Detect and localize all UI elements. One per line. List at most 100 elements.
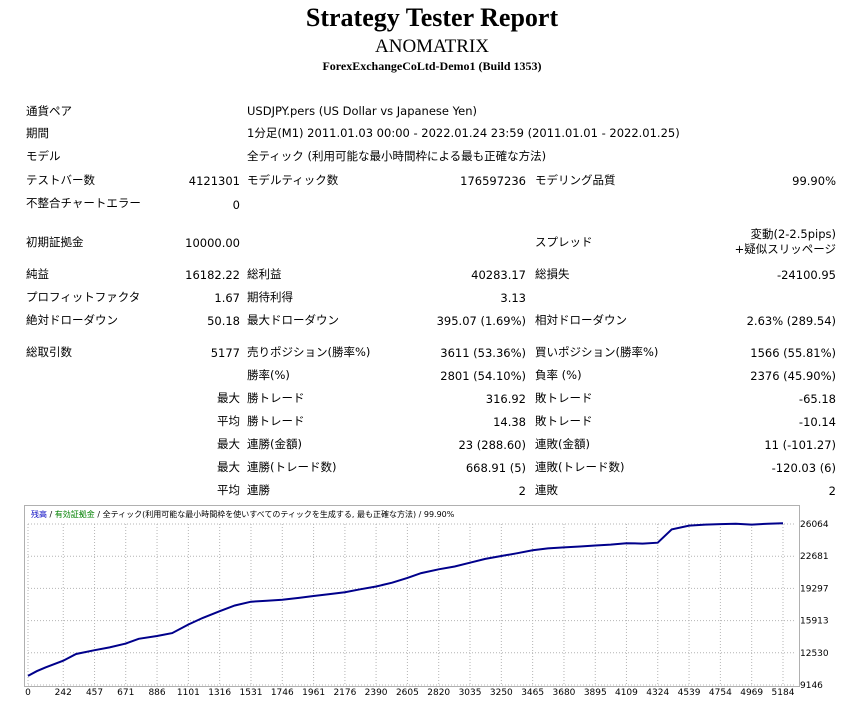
largest-profit-value: 316.92 [485,392,526,406]
maximal-consecutive-prefix: 最大 [217,460,240,474]
x-tick-label: 5184 [772,688,795,698]
profit-factor-value: 1.67 [214,291,240,305]
errors-label: 不整合チャートエラー [26,196,141,210]
x-tick-label: 886 [148,688,165,698]
symbol-value: USDJPY.pers (US Dollar vs Japanese Yen) [247,104,477,118]
y-tick-label: 12530 [800,649,829,659]
average-prefix: 平均 [217,414,240,428]
long-positions-value: 1566 (55.81%) [750,346,836,360]
y-tick-label: 22681 [800,552,829,562]
y-tick-label: 26064 [800,520,829,530]
largest-loss-value: -65.18 [798,392,836,406]
quality-value: 99.90% [792,174,836,188]
average-profit-value: 14.38 [493,415,526,429]
gross-loss-value: -24100.95 [776,268,836,282]
maximal-consecutive-profit-value: 668.91 (5) [465,461,526,475]
average-loss-label: 敗トレード [535,414,593,428]
loss-trades-value: 2376 (45.90%) [750,369,836,383]
x-tick-label: 2390 [365,688,388,698]
period-value: 1分足(M1) 2011.01.03 00:00 - 2022.01.24 23… [247,126,680,140]
max-consecutive-wins-label: 連勝(金額) [247,437,302,451]
max-consecutive-wins-value: 23 (288.60) [458,438,526,452]
expected-payoff-label: 期待利得 [247,290,293,304]
legend-description: 全ティック(利用可能な最小時間枠を使いすべてのティックを生成する, 最も正確な方… [102,510,455,519]
expected-payoff-value: 3.13 [500,291,526,305]
legend-balance: 残高 [31,510,47,519]
average-consecutive-wins-value: 2 [518,484,526,498]
x-tick-label: 0 [25,688,31,698]
average-consecutive-wins-label: 連勝 [247,483,270,497]
x-tick-label: 2820 [427,688,450,698]
balance-chart: 残高 / 有効証拠金 / 全ティック(利用可能な最小時間枠を使いすべてのティック… [24,505,800,687]
largest-profit-label: 勝トレード [247,391,305,405]
chart-legend: 残高 / 有効証拠金 / 全ティック(利用可能な最小時間枠を使いすべてのティック… [31,510,455,519]
x-tick-label: 4754 [709,688,732,698]
profit-trades-label: 勝率(%) [247,368,290,382]
x-tick-label: 3250 [490,688,513,698]
relative-drawdown-value: 2.63% (289.54) [746,314,836,328]
y-tick-label: 9146 [800,681,823,691]
absolute-drawdown-value: 50.18 [207,314,240,328]
expert-name: ANOMATRIX [375,36,489,57]
average-consecutive-losses-label: 連敗 [535,483,558,497]
largest-loss-label: 敗トレード [535,391,593,405]
total-trades-value: 5177 [210,346,240,360]
ticks-value: 176597236 [460,174,526,188]
max-consecutive-prefix: 最大 [217,437,240,451]
x-tick-label: 3465 [521,688,544,698]
maximal-drawdown-label: 最大ドローダウン [247,313,339,327]
errors-value: 0 [232,198,240,212]
x-tick-label: 1316 [208,688,231,698]
x-tick-label: 1531 [240,688,263,698]
profit-factor-label: プロフィットファクタ [26,290,141,304]
x-tick-label: 4109 [615,688,638,698]
short-positions-value: 3611 (53.36%) [440,346,526,360]
gross-profit-label: 総利益 [247,267,282,281]
x-tick-label: 1746 [271,688,294,698]
x-tick-label: 671 [117,688,134,698]
x-tick-label: 1101 [177,688,200,698]
deposit-value: 10000.00 [185,236,240,250]
x-tick-label: 1961 [302,688,325,698]
net-profit-value: 16182.22 [185,268,240,282]
model-label: モデル [26,149,61,163]
symbol-label: 通貨ペア [26,104,72,118]
relative-drawdown-label: 相対ドローダウン [535,313,627,327]
account-info: ForexExchangeCoLtd-Demo1 (Build 1353) [322,59,542,73]
x-tick-label: 457 [86,688,103,698]
spread-value-line2: +疑似スリッページ [734,242,836,256]
loss-trades-label: 負率 (%) [535,368,582,382]
maximal-consecutive-loss-value: -120.03 (6) [771,461,836,475]
max-consecutive-losses-value: 11 (-101.27) [764,438,836,452]
quality-label: モデリング品質 [535,173,616,187]
legend-equity: 有効証拠金 [54,510,95,519]
average-loss-value: -10.14 [798,415,836,429]
x-tick-label: 2176 [333,688,356,698]
x-tick-label: 4539 [678,688,701,698]
x-tick-label: 242 [55,688,72,698]
net-profit-label: 純益 [26,267,49,281]
long-positions-label: 買いポジション(勝率%) [535,345,659,359]
gross-profit-value: 40283.17 [471,268,526,282]
x-tick-label: 4969 [740,688,763,698]
gross-loss-label: 総損失 [535,267,570,281]
y-tick-label: 19297 [800,584,829,594]
x-tick-label: 3680 [553,688,576,698]
y-tick-label: 15913 [800,617,829,627]
deposit-label: 初期証拠金 [26,235,84,249]
absolute-drawdown-label: 絶対ドローダウン [26,313,118,327]
x-tick-label: 4324 [646,688,669,698]
maximal-drawdown-value: 395.07 (1.69%) [436,314,526,328]
short-positions-label: 売りポジション(勝率%) [247,345,371,359]
total-trades-label: 総取引数 [26,345,72,359]
spread-value: 変動(2-2.5pips) +疑似スリッページ [636,227,836,257]
average-consecutive-prefix: 平均 [217,483,240,497]
bars-value: 4121301 [188,174,240,188]
maximal-consecutive-loss-label: 連敗(トレード数) [535,460,625,474]
average-profit-label: 勝トレード [247,414,305,428]
maximal-consecutive-profit-label: 連勝(トレード数) [247,460,337,474]
spread-label: スプレッド [535,235,593,249]
spread-value-line1: 変動(2-2.5pips) [750,227,836,241]
bars-label: テストバー数 [26,173,95,187]
largest-prefix: 最大 [217,391,240,405]
